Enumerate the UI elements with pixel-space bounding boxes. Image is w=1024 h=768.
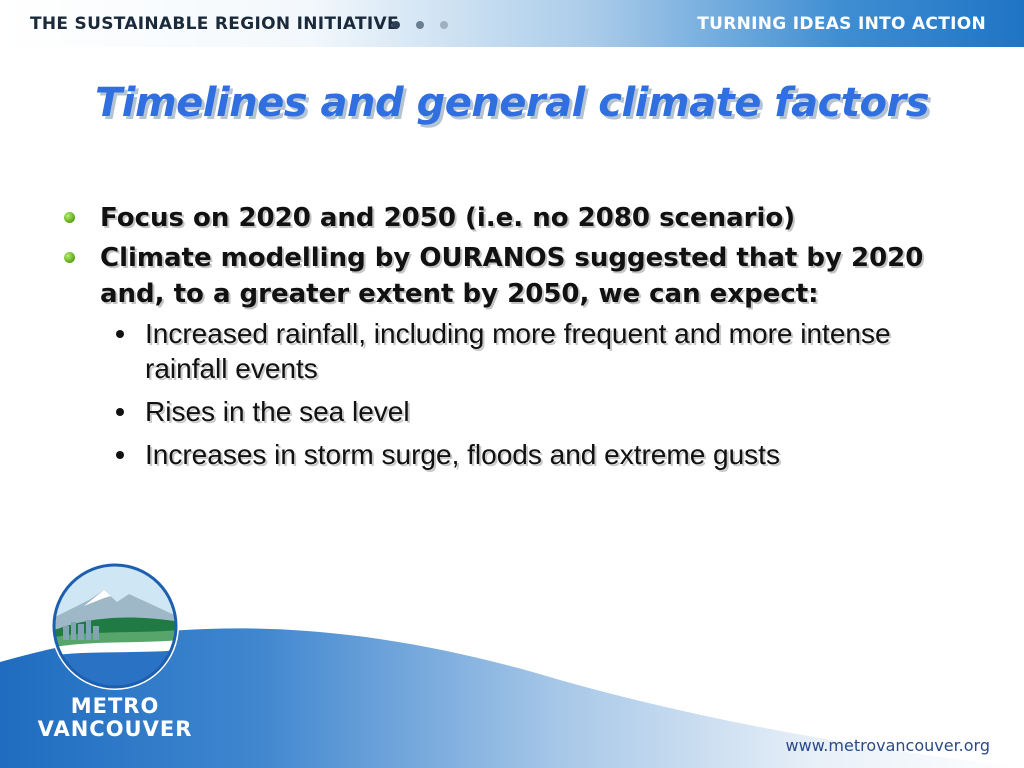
green-bullet-icon — [64, 252, 75, 263]
header-initiative-title: THE SUSTAINABLE REGION INITIATIVE — [30, 14, 399, 34]
bullet-item: Climate modelling by OURANOS suggested t… — [60, 240, 980, 312]
header-dot-icon — [440, 21, 448, 29]
logo-text-metro: METRO — [70, 694, 160, 718]
logo-text-vancouver: VANCOUVER — [37, 717, 193, 741]
bullet-item: Focus on 2020 and 2050 (i.e. no 2080 sce… — [60, 200, 980, 236]
black-bullet-icon — [116, 451, 124, 459]
green-bullet-icon — [64, 212, 75, 223]
sub-bullet-item: Rises in the sea level — [112, 394, 980, 429]
header-band: THE SUSTAINABLE REGION INITIATIVE TURNIN… — [0, 0, 1024, 47]
sub-bullet-item: Increased rainfall, including more frequ… — [112, 316, 980, 386]
bullet-text: Climate modelling by OURANOS suggested t… — [100, 243, 924, 309]
footer-wave-decoration — [0, 628, 1024, 768]
sub-bullet-text: Increases in storm surge, floods and ext… — [145, 439, 780, 470]
header-dot-icon — [416, 21, 424, 29]
sub-bullet-text: Rises in the sea level — [145, 396, 410, 427]
header-dot-icon — [392, 21, 400, 29]
slide-title: Timelines and general climate factors — [94, 80, 930, 126]
bullet-list: Focus on 2020 and 2050 (i.e. no 2080 sce… — [60, 200, 980, 480]
footer-website-link[interactable]: www.metrovancouver.org — [785, 736, 990, 755]
sub-bullet-list: Increased rainfall, including more frequ… — [60, 316, 980, 472]
sub-bullet-item: Increases in storm surge, floods and ext… — [112, 437, 980, 472]
metro-vancouver-logo-icon — [51, 562, 179, 690]
black-bullet-icon — [116, 330, 124, 338]
black-bullet-icon — [116, 408, 124, 416]
bullet-text: Focus on 2020 and 2050 (i.e. no 2080 sce… — [100, 203, 796, 233]
header-tagline: TURNING IDEAS INTO ACTION — [697, 14, 986, 34]
sub-bullet-text: Increased rainfall, including more frequ… — [145, 318, 891, 384]
